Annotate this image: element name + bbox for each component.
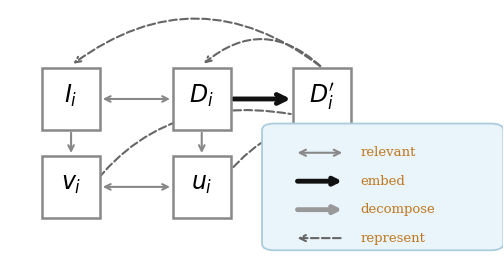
Text: relevant: relevant [360,146,415,159]
Text: represent: represent [360,232,425,245]
Text: $D_i'$: $D_i'$ [309,81,336,112]
Text: $I_i$: $I_i$ [65,83,78,109]
Text: embed: embed [360,175,405,188]
FancyBboxPatch shape [262,124,503,250]
FancyBboxPatch shape [173,156,231,218]
FancyBboxPatch shape [42,68,100,130]
Text: $v_i$: $v_i$ [61,172,81,196]
Text: decompose: decompose [360,203,435,216]
Text: $u_i$: $u_i$ [191,172,213,196]
FancyBboxPatch shape [42,156,100,218]
FancyBboxPatch shape [173,68,231,130]
Text: $D_i$: $D_i$ [190,83,214,109]
FancyBboxPatch shape [293,68,351,130]
